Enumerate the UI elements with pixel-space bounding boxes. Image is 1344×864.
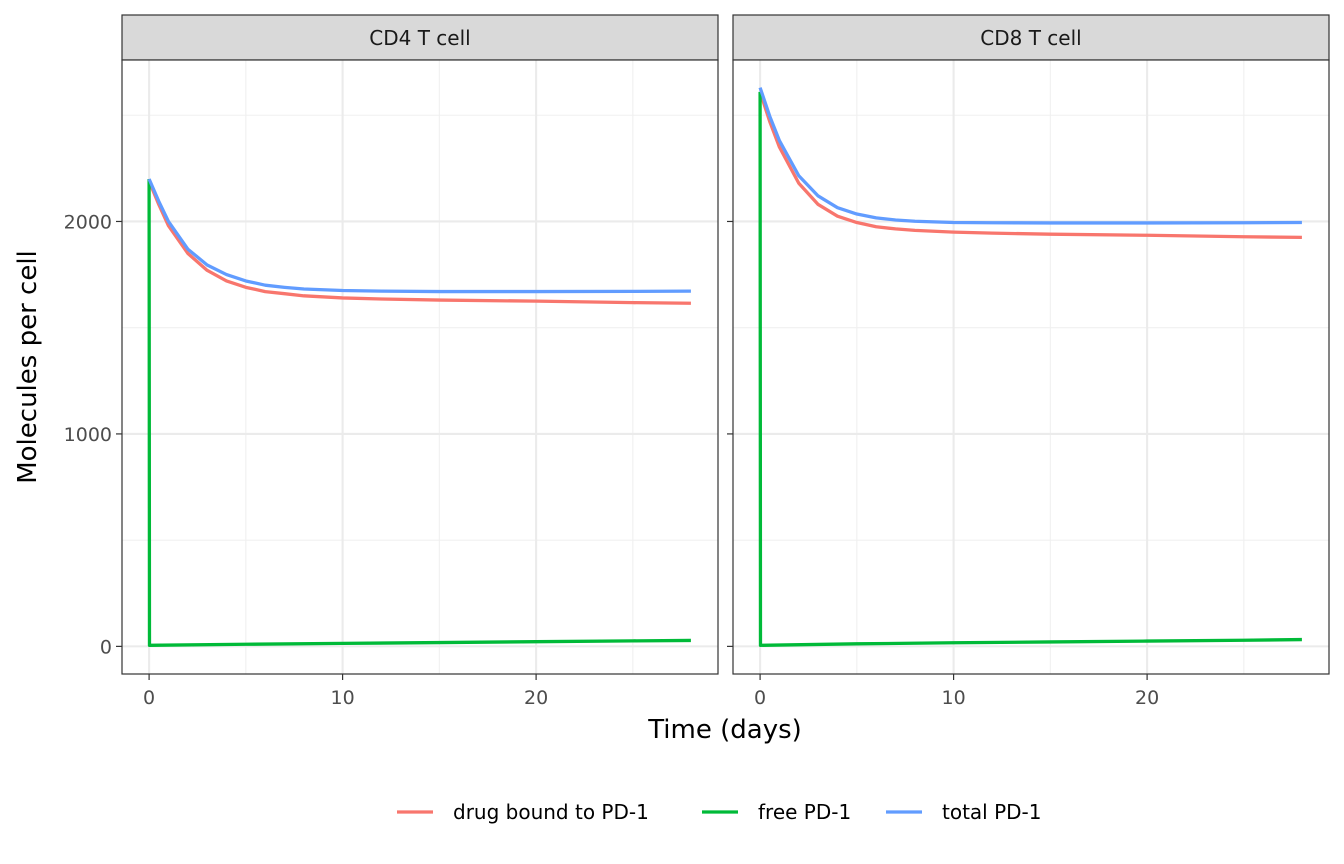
y-axis-title: Molecules per cell: [13, 250, 43, 484]
panel-border-cd4: [121, 59, 719, 675]
legend-label-drug-bound-to-pd-1: drug bound to PD-1: [453, 800, 649, 824]
grid-cd4: [122, 60, 718, 674]
series-line-free-pd-1: [147, 178, 691, 647]
series-line-total-pd-1: [147, 178, 691, 294]
x-tick-label: 20: [1135, 687, 1159, 709]
y-axis: 0 1000 2000: [64, 211, 733, 658]
x-axis-title: Time (days): [647, 715, 802, 745]
series-cd8: [758, 87, 1302, 647]
y-tick-label: 1000: [64, 424, 112, 446]
x-tick-label: 0: [754, 687, 766, 709]
panel-cd8: CD8 T cell: [732, 14, 1330, 675]
y-tick-label: 0: [100, 636, 112, 658]
grid-cd8: [733, 60, 1329, 674]
series-line-free-pd-1: [758, 91, 1302, 647]
legend-label-total-pd-1: total PD-1: [942, 800, 1042, 824]
strip-label-cd8: CD8 T cell: [980, 26, 1081, 50]
x-tick-label: 20: [524, 687, 548, 709]
strip-label-cd4: CD4 T cell: [369, 26, 470, 50]
x-tick-label: 0: [143, 687, 155, 709]
legend-label-free-pd-1: free PD-1: [758, 800, 851, 824]
panel-background: [122, 60, 718, 674]
x-axis: 0 10 20 0 10 20: [143, 674, 1159, 709]
y-tick-label: 2000: [64, 211, 112, 233]
x-tick-label: 10: [331, 687, 355, 709]
legend: drug bound to PD-1 free PD-1 total PD-1: [397, 800, 1042, 824]
series-line-drug-bound-to-pd-1: [147, 180, 691, 305]
series-line-total-pd-1: [758, 87, 1302, 225]
strip-cd4: [121, 14, 719, 61]
panel-background: [733, 60, 1329, 674]
strip-cd8: [732, 14, 1330, 61]
series-line-drug-bound-to-pd-1: [758, 91, 1302, 240]
x-tick-label: 10: [942, 687, 966, 709]
series-cd4: [147, 178, 691, 647]
panel-cd4: CD4 T cell: [121, 14, 719, 675]
panel-border-cd8: [732, 59, 1330, 675]
